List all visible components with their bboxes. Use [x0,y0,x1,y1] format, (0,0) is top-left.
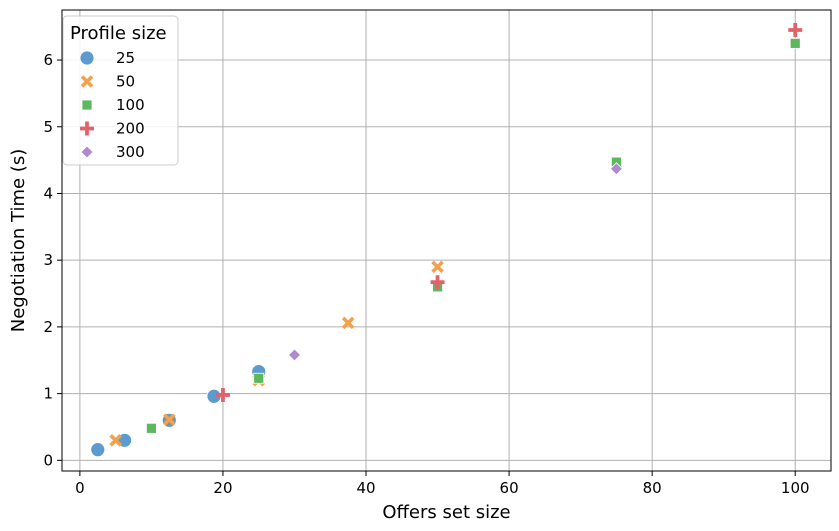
data-point [431,260,444,274]
legend-title: Profile size [70,23,167,44]
y-axis-ticks: 0 1 2 3 4 5 6 [43,51,62,469]
grid [62,10,831,471]
legend-label: 50 [116,73,135,91]
data-point [109,434,122,447]
x-tick-label: 60 [500,479,519,497]
x-tick-label: 100 [781,479,810,497]
series-300 [287,162,623,362]
data-point [90,442,106,458]
legend-label: 300 [116,143,145,161]
y-tick-label: 4 [43,184,53,202]
x-axis-ticks: 0 20 40 60 80 100 [75,471,810,497]
series-100 [146,37,801,434]
legend-marker [80,145,94,159]
legend-item: 200 [80,120,145,138]
data-point [609,162,623,176]
legend-marker [80,75,94,88]
y-tick-label: 5 [43,118,53,136]
series-50 [109,260,444,447]
legend-items: 25 50 100 200 300 [79,49,145,161]
x-tick-label: 0 [75,479,85,497]
y-axis-label: Negotiation Time (s) [8,149,29,332]
legend-marker [81,99,93,111]
data-point [163,413,176,426]
data-point [215,387,230,402]
legend-label: 25 [116,49,135,67]
legend-label: 100 [116,96,145,114]
y-tick-label: 0 [43,451,53,469]
x-tick-label: 40 [356,479,375,497]
legend: Profile size 25 50 100 200 300 [62,15,179,166]
plot-frame [61,9,832,472]
y-tick-label: 6 [43,51,53,69]
data-point [146,422,157,434]
data-point [341,316,355,330]
data-points [90,23,803,458]
legend-item: 25 [79,49,135,67]
y-tick-label: 2 [43,318,53,336]
legend-marker [79,50,95,66]
legend-marker [80,121,94,136]
legend-item: 100 [81,96,145,114]
y-tick-label: 3 [43,251,53,269]
legend-label: 200 [116,120,145,138]
x-axis-label: Offers set size [382,502,510,523]
data-point [788,23,803,38]
series-200 [215,23,803,402]
legend-item: 300 [80,143,145,161]
data-point [789,37,801,49]
data-point [430,275,445,290]
data-point [287,348,302,362]
legend-item: 50 [80,73,135,91]
x-tick-label: 80 [643,479,662,497]
x-tick-label: 20 [213,479,232,497]
data-point [253,372,265,384]
y-tick-label: 1 [43,385,53,403]
